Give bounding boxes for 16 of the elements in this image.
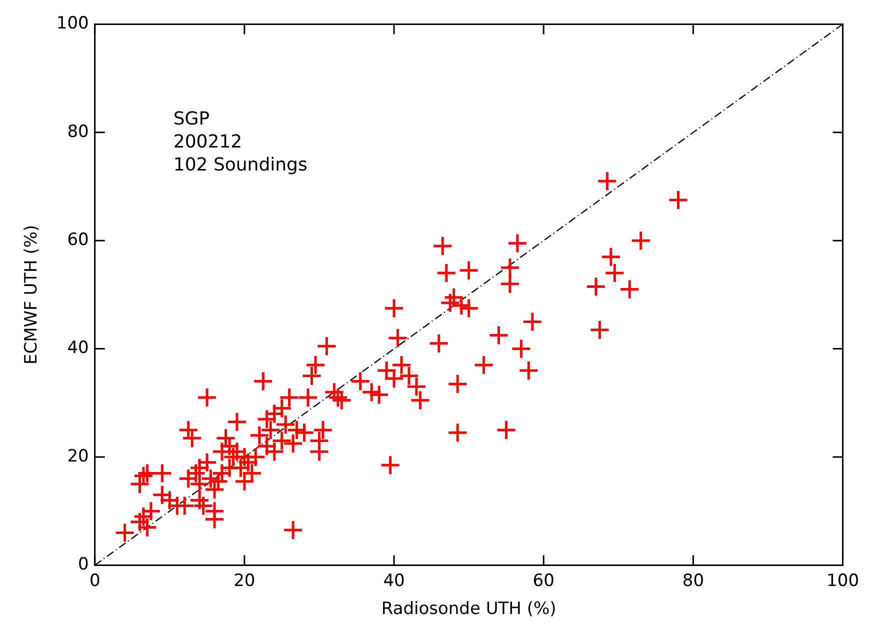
x-tick-label: 20 [234,570,256,591]
y-tick-label: 20 [67,446,89,466]
x-tick-label: 80 [682,570,704,591]
annotation: 200212 [173,131,242,152]
y-tick-label: 60 [67,230,89,250]
annotation: 102 Soundings [173,154,308,176]
y-tick-label: 40 [67,338,89,358]
y-tick-label: 80 [67,122,89,142]
x-tick-label: 60 [532,570,554,591]
annotation: SGP [173,108,210,130]
x-tick-label: 40 [383,570,405,591]
x-axis-title: Radiosonde UTH (%) [381,599,556,620]
y-tick-label: 100 [56,14,89,34]
y-tick-label: 0 [78,554,89,575]
y-axis-title: ECMWF UTH (%) [22,224,42,365]
x-tick-label: 100 [826,570,860,591]
